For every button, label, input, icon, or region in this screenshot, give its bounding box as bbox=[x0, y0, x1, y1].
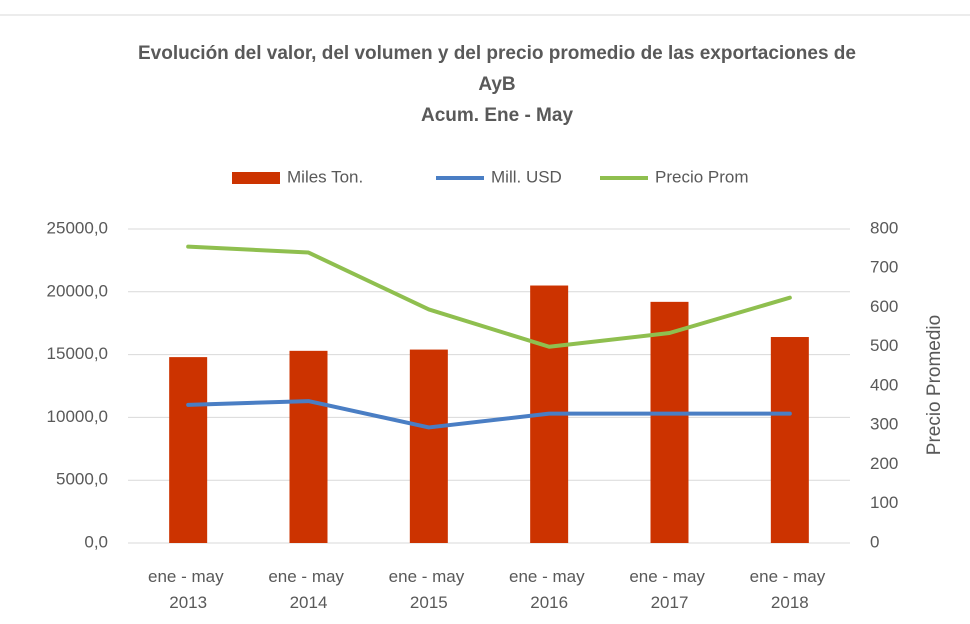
x-tick-line: ene - may bbox=[750, 567, 830, 586]
y2-tick-label: 800 bbox=[870, 218, 898, 237]
bar bbox=[169, 357, 208, 543]
x-tick-label: ene - may 2017 bbox=[629, 567, 709, 612]
chart-subtitle: Acum. Ene - May bbox=[420, 105, 574, 126]
legend-swatch bbox=[232, 172, 280, 184]
y2-tick-label: 600 bbox=[870, 297, 898, 316]
x-tick-line: 2015 bbox=[410, 593, 448, 612]
x-tick-label: ene - may 2016 bbox=[509, 567, 589, 612]
x-tick-line: 2014 bbox=[290, 593, 328, 612]
x-tick-label: ene - may 2013 bbox=[148, 567, 228, 612]
y2-axis-title: Precio Promedio bbox=[924, 315, 945, 455]
y-tick-label: 15000,0 bbox=[47, 344, 108, 363]
y2-tick-label: 400 bbox=[870, 375, 898, 394]
x-tick-line: ene - may bbox=[629, 567, 709, 586]
y2-tick-label: 300 bbox=[870, 415, 898, 434]
x-tick-line: 2013 bbox=[169, 593, 207, 612]
bar bbox=[289, 350, 328, 543]
chart-title: Evolución del valor, del volumen y del p… bbox=[138, 43, 856, 95]
y2-tick-label: 700 bbox=[870, 258, 898, 277]
y-tick-label: 20000,0 bbox=[47, 281, 108, 300]
bar bbox=[650, 301, 689, 543]
bar bbox=[770, 337, 809, 543]
bar bbox=[409, 349, 448, 543]
x-tick-label: ene - may 2018 bbox=[750, 567, 830, 612]
x-tick-label: ene - may 2015 bbox=[389, 567, 469, 612]
y2-tick-label: 100 bbox=[870, 493, 898, 512]
y2-tick-label: 0 bbox=[870, 532, 879, 551]
y2-tick-label: 500 bbox=[870, 336, 898, 355]
legend-label: Miles Ton. bbox=[287, 167, 363, 186]
x-tick-line: ene - may bbox=[268, 567, 348, 586]
line bbox=[186, 244, 792, 349]
legend-label: Precio Prom bbox=[655, 167, 749, 186]
y-tick-label: 5000,0 bbox=[56, 470, 108, 489]
y-tick-label: 25000,0 bbox=[47, 218, 108, 237]
x-tick-line: ene - may bbox=[148, 567, 228, 586]
y-tick-label: 0,0 bbox=[84, 532, 108, 551]
x-tick-line: ene - may bbox=[389, 567, 469, 586]
legend-label: Mill. USD bbox=[491, 167, 562, 186]
x-tick-label: ene - may 2014 bbox=[268, 567, 348, 612]
title-block: Evolución del valor, del volumen y del p… bbox=[137, 38, 857, 131]
x-tick-line: 2016 bbox=[530, 593, 568, 612]
x-tick-line: 2017 bbox=[651, 593, 689, 612]
x-tick-line: 2018 bbox=[771, 593, 809, 612]
line bbox=[186, 399, 792, 430]
y-tick-label: 10000,0 bbox=[47, 407, 108, 426]
y2-tick-label: 200 bbox=[870, 454, 898, 473]
x-tick-line: ene - may bbox=[509, 567, 589, 586]
